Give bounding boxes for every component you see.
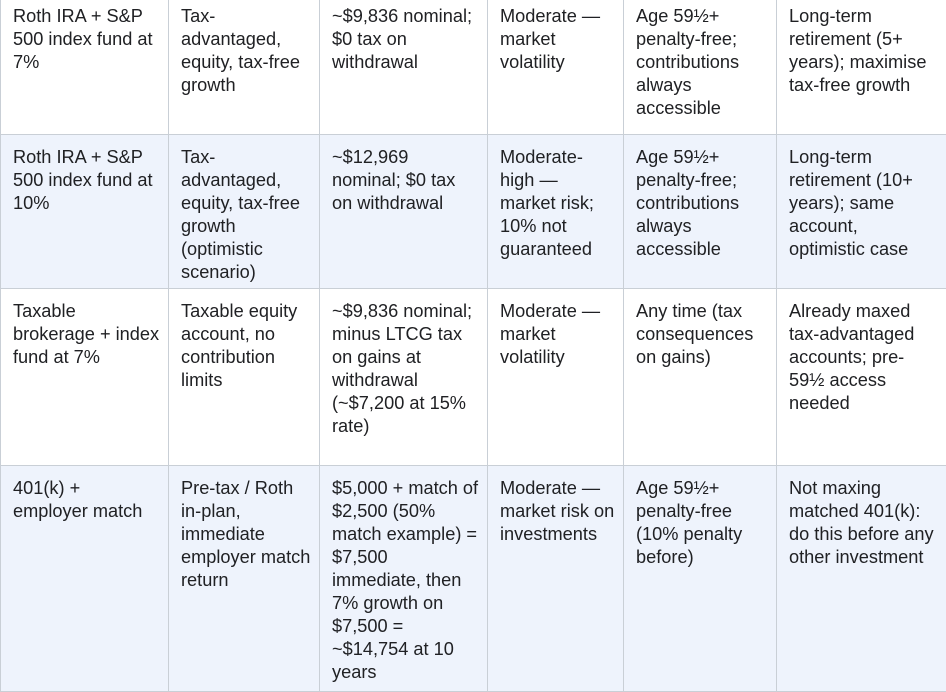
best-for-cell: Long-term retirement (10+ years); same a… bbox=[777, 135, 946, 289]
outcome-cell: ~$9,836 nominal; $0 tax on withdrawal bbox=[320, 0, 488, 135]
option-cell: Taxable brokerage + index fund at 7% bbox=[1, 289, 169, 466]
account-type-cell: Taxable equity account, no contribution … bbox=[169, 289, 320, 466]
access-cell: Age 59½+ penalty-free (10% penalty befor… bbox=[624, 466, 777, 692]
option-cell: 401(k) + employer match bbox=[1, 466, 169, 692]
table-row: Roth IRA + S&P 500 index fund at 7% Tax-… bbox=[1, 0, 946, 135]
outcome-cell: ~$12,969 nominal; $0 tax on withdrawal bbox=[320, 135, 488, 289]
risk-cell: Moderate-high — market risk; 10% not gua… bbox=[488, 135, 624, 289]
account-type-cell: Pre-tax / Roth in-plan, immediate employ… bbox=[169, 466, 320, 692]
risk-cell: Moderate — market volatility bbox=[488, 0, 624, 135]
risk-cell: Moderate — market volatility bbox=[488, 289, 624, 466]
outcome-cell: $5,000 + match of $2,500 (50% match exam… bbox=[320, 466, 488, 692]
account-type-cell: Tax-advantaged, equity, tax-free growth … bbox=[169, 135, 320, 289]
best-for-cell: Not maxing matched 401(k): do this befor… bbox=[777, 466, 946, 692]
table-row: 401(k) + employer match Pre-tax / Roth i… bbox=[1, 466, 946, 692]
access-cell: Age 59½+ penalty-free; contributions alw… bbox=[624, 0, 777, 135]
option-cell: Roth IRA + S&P 500 index fund at 7% bbox=[1, 0, 169, 135]
best-for-cell: Already maxed tax-advantaged accounts; p… bbox=[777, 289, 946, 466]
option-cell: Roth IRA + S&P 500 index fund at 10% bbox=[1, 135, 169, 289]
access-cell: Any time (tax consequences on gains) bbox=[624, 289, 777, 466]
outcome-cell: ~$9,836 nominal; minus LTCG tax on gains… bbox=[320, 289, 488, 466]
account-type-cell: Tax-advantaged, equity, tax-free growth bbox=[169, 0, 320, 135]
access-cell: Age 59½+ penalty-free; contributions alw… bbox=[624, 135, 777, 289]
table-row: Taxable brokerage + index fund at 7% Tax… bbox=[1, 289, 946, 466]
table-row: Roth IRA + S&P 500 index fund at 10% Tax… bbox=[1, 135, 946, 289]
risk-cell: Moderate — market risk on investments bbox=[488, 466, 624, 692]
best-for-cell: Long-term retirement (5+ years); maximis… bbox=[777, 0, 946, 135]
